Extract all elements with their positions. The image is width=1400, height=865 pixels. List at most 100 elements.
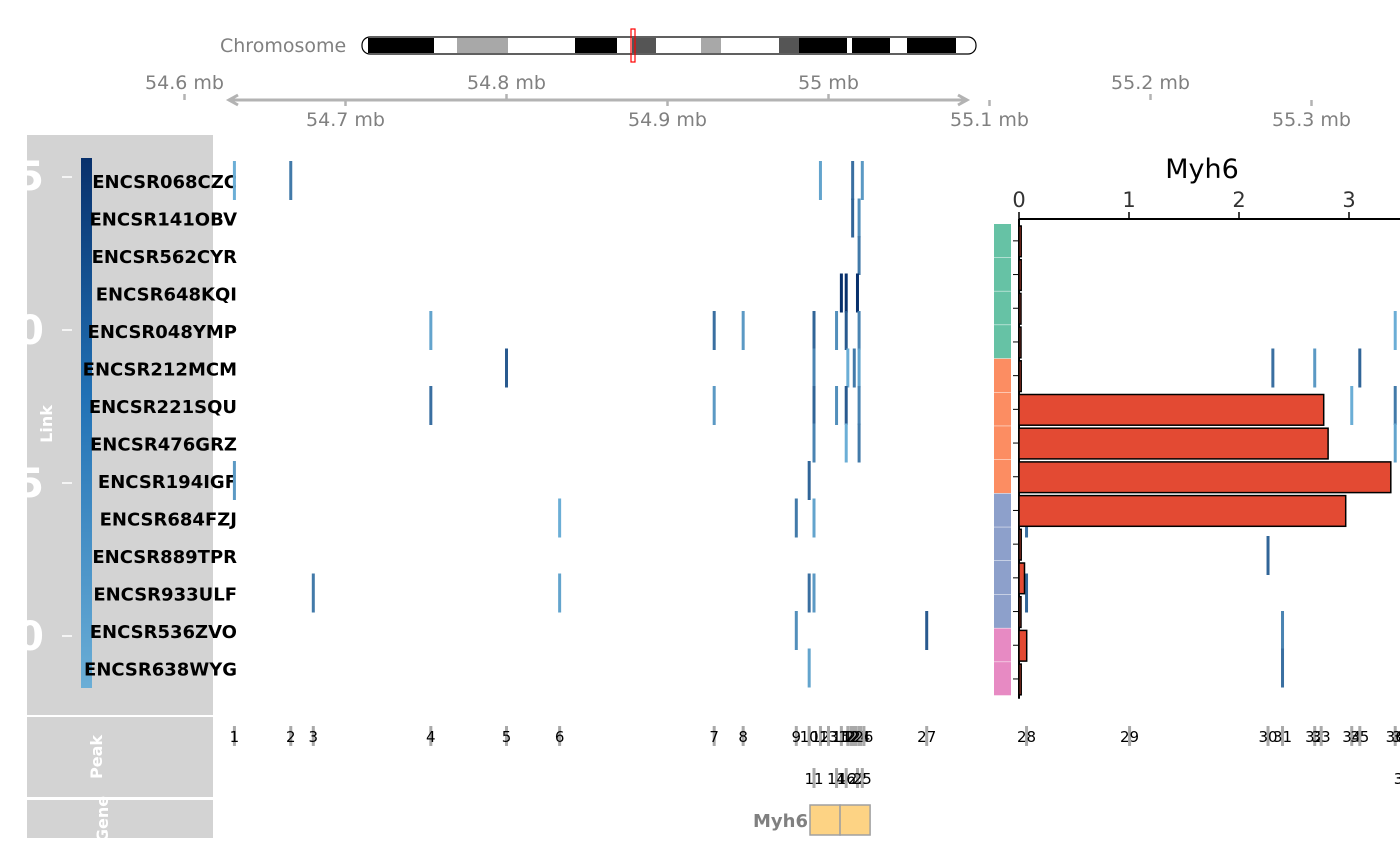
bar-x-tick-label: 1: [1122, 188, 1135, 212]
peak-label: 31: [1273, 728, 1292, 746]
signal-segment: [812, 498, 816, 538]
signal-segment: [505, 348, 508, 388]
signal-segment: [812, 386, 816, 425]
signal-segment: [232, 461, 236, 500]
signal-segment: [741, 311, 745, 350]
chromosome-ideogram: Chromosome: [220, 28, 977, 63]
bar: [1018, 258, 1022, 292]
peak-track-strip: [27, 717, 213, 797]
bar: [1018, 562, 1026, 595]
signal-segment: [1271, 348, 1275, 388]
signal-segment: [1266, 536, 1270, 575]
peak-label: 26: [854, 728, 873, 746]
gene-label: Myh6: [753, 811, 808, 832]
signal-segment: [794, 611, 798, 650]
bar-x-tick-label: 2: [1232, 188, 1245, 212]
sample-label: ENCSR048YMP: [88, 322, 237, 343]
sample-label: ENCSR933ULF: [93, 585, 237, 606]
peak-label: 32: [1305, 728, 1324, 746]
sample-label: ENCSR684FZJ: [100, 510, 237, 531]
genome-axis-tick-label: 55.3 mb: [1272, 109, 1351, 131]
peak-label: 24: [851, 728, 870, 746]
sample-label: ENCSR221SQU: [89, 397, 237, 418]
signal-segment: [857, 386, 861, 425]
chromosome-label: Chromosome: [220, 35, 346, 57]
signal-segment: [807, 648, 811, 688]
gene-track-strip: [27, 800, 213, 838]
genome-axis-tick-label: 54.7 mb: [306, 109, 385, 131]
signal-segment: [851, 161, 855, 200]
peak-label: 34: [1342, 728, 1361, 746]
region-marker: [630, 28, 636, 63]
peak-label: 28: [1017, 728, 1036, 746]
peak-label: 4: [426, 728, 436, 746]
sample-label: ENCSR068CZC: [92, 172, 237, 193]
genome-axis: 54.6 mb 54.7 mb 54.8 mb 54.9 mb 55 mb 55.1 mb…: [145, 72, 1351, 131]
signal-segment: [1393, 311, 1397, 350]
gene-exon: [839, 804, 871, 836]
bar: [1018, 663, 1022, 696]
signal-segment: [794, 498, 798, 538]
signal-segment: [1281, 611, 1285, 650]
genome-axis-tick-label: 54.9 mb: [628, 109, 707, 131]
signal-segment: [851, 198, 855, 238]
group-color-cell: [994, 426, 1011, 460]
signal-segment: [1393, 423, 1397, 463]
bar: [1018, 494, 1347, 528]
bar: [1018, 461, 1392, 494]
link-axis-tick: 5: [16, 154, 44, 200]
peak-label: 5: [502, 728, 512, 746]
signal-segment: [860, 161, 864, 200]
signal-segment: [855, 273, 859, 313]
sample-label: ENCSR212MCM: [83, 360, 237, 381]
group-color-cell: [994, 594, 1011, 628]
peak-label: 9: [792, 728, 802, 746]
signal-segment: [812, 573, 816, 613]
genome-axis-tick-label: 55 mb: [798, 72, 859, 94]
bar: [1018, 326, 1022, 359]
signal-segment: [835, 311, 839, 350]
color-scale-bar: [81, 158, 92, 688]
sample-label: ENCSR562CYR: [92, 247, 238, 268]
signal-segment: [925, 611, 929, 650]
link-track-strip: [27, 135, 213, 715]
peak-label: 7: [709, 728, 719, 746]
bar: [1018, 528, 1022, 561]
peak-label: 25: [853, 770, 872, 788]
bar-x-tick-label: 0: [1012, 188, 1025, 212]
group-color-cell: [994, 561, 1011, 595]
peak-marks: 1 2 3 4 5 6 7 8 91011121314151617181920212223242…: [230, 726, 1400, 788]
link-axis-tick: 0: [16, 308, 44, 354]
signal-segment: [846, 348, 850, 388]
signal-segment: [232, 161, 236, 200]
peak-label: 1: [230, 728, 240, 746]
group-color-cell: [994, 493, 1011, 527]
signal-segment: [558, 573, 562, 613]
signal-segment: [857, 198, 861, 238]
link-axis-tick: 0: [16, 614, 44, 660]
bar: [1018, 629, 1028, 662]
peak-label: 37: [1392, 728, 1400, 746]
sample-labels: ENCSR068CZC ENCSR141OBV ENCSR562CYR ENCSR64…: [83, 172, 237, 681]
peak-label: 36: [1386, 728, 1400, 746]
signal-segment: [1358, 348, 1362, 388]
group-color-cell: [994, 527, 1011, 561]
signal-segment: [712, 311, 716, 350]
signal-segment: [852, 348, 856, 388]
signal-segments: [232, 161, 1397, 688]
peak-label: 35: [1350, 728, 1369, 746]
bar: [1018, 360, 1022, 393]
group-color-cell: [994, 257, 1011, 291]
signal-segment: [807, 573, 811, 613]
group-color-cell: [994, 392, 1011, 426]
gene-exon: [809, 804, 841, 836]
gene-model: Myh6: [753, 804, 871, 836]
signal-segment: [812, 311, 816, 350]
signal-segment: [844, 311, 848, 350]
bar: [1018, 427, 1329, 460]
signal-segment: [844, 423, 848, 463]
peak-label: 16: [837, 770, 856, 788]
gene-track-label: Gene: [93, 796, 112, 842]
sample-label: ENCSR476GRZ: [90, 435, 237, 456]
